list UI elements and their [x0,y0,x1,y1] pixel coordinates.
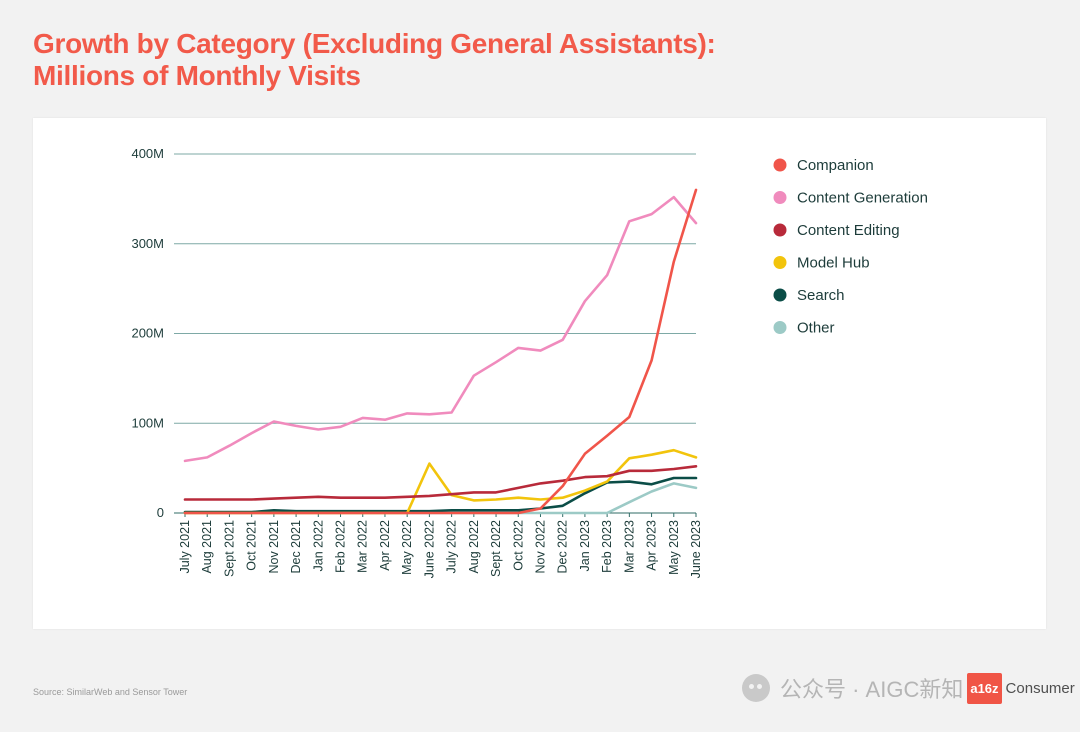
x-tick-label: May 2022 [400,520,414,575]
x-tick-label: July 2022 [445,520,459,574]
watermark: 公众号 · AIGC新知 a16z Consumer [742,668,1075,708]
x-tick-label: Apr 2022 [378,520,392,571]
legend-marker [773,191,787,204]
x-tick-label: Oct 2022 [511,520,525,571]
x-tick-label: Feb 2022 [334,520,348,573]
series-line-search [183,476,698,514]
x-tick-label: Apr 2023 [645,520,659,571]
y-tick-label: 100M [131,415,164,430]
series-line-companion [183,188,698,515]
x-tick-label: Oct 2021 [245,520,259,571]
title-line-2: Millions of Monthly Visits [33,60,361,91]
x-tick-label: Nov 2022 [533,520,547,574]
x-tick-label: Nov 2021 [267,520,281,574]
x-tick-label: Sept 2022 [489,520,503,577]
x-tick-label: Dec 2022 [556,520,570,574]
legend-marker [773,256,787,269]
y-tick-label: 300M [131,236,164,251]
legend-label: Companion [797,157,874,174]
watermark-text: 公众号 · AIGC新知 [780,677,964,702]
title-line-1: Growth by Category (Excluding General As… [33,28,716,59]
legend-label: Content Generation [797,190,928,207]
series-line-content-generation [183,195,698,463]
y-tick-label: 0 [157,505,164,520]
series-line-content-editing [183,464,698,501]
x-tick-label: Jan 2023 [578,520,592,571]
legend-label: Content Editing [797,222,900,239]
chart-card [33,118,1046,629]
a16z-logo: a16z [967,672,1002,704]
wechat-icon [742,674,770,702]
x-tick-label: Aug 2022 [467,520,481,574]
x-tick-label: Mar 2023 [622,520,636,573]
legend-marker [773,223,787,237]
legend-marker [773,321,787,334]
x-tick-label: June 2023 [689,520,703,578]
x-tick-label: Dec 2021 [289,520,303,574]
source-note: Source: SimilarWeb and Sensor Tower [33,687,188,697]
y-tick-label: 200M [131,326,164,341]
x-tick-label: June 2022 [422,520,436,578]
x-tick-label: Aug 2021 [200,520,214,574]
x-tick-label: Sept 2021 [222,520,236,577]
x-tick-label: May 2023 [667,520,681,575]
legend-label: Search [797,287,845,304]
x-tick-label: Mar 2022 [356,520,370,573]
x-tick-label: Jan 2022 [311,520,325,571]
x-tick-label: Feb 2023 [600,520,614,573]
legend-marker [773,158,787,172]
legend-label: Model Hub [797,255,870,272]
y-tick-label: 400M [131,146,164,161]
page-title: Growth by Category (Excluding General As… [33,28,716,92]
consumer-label: Consumer [1005,679,1075,697]
x-tick-label: July 2021 [178,520,192,574]
legend-marker [773,288,787,302]
legend-label: Other [797,320,835,337]
